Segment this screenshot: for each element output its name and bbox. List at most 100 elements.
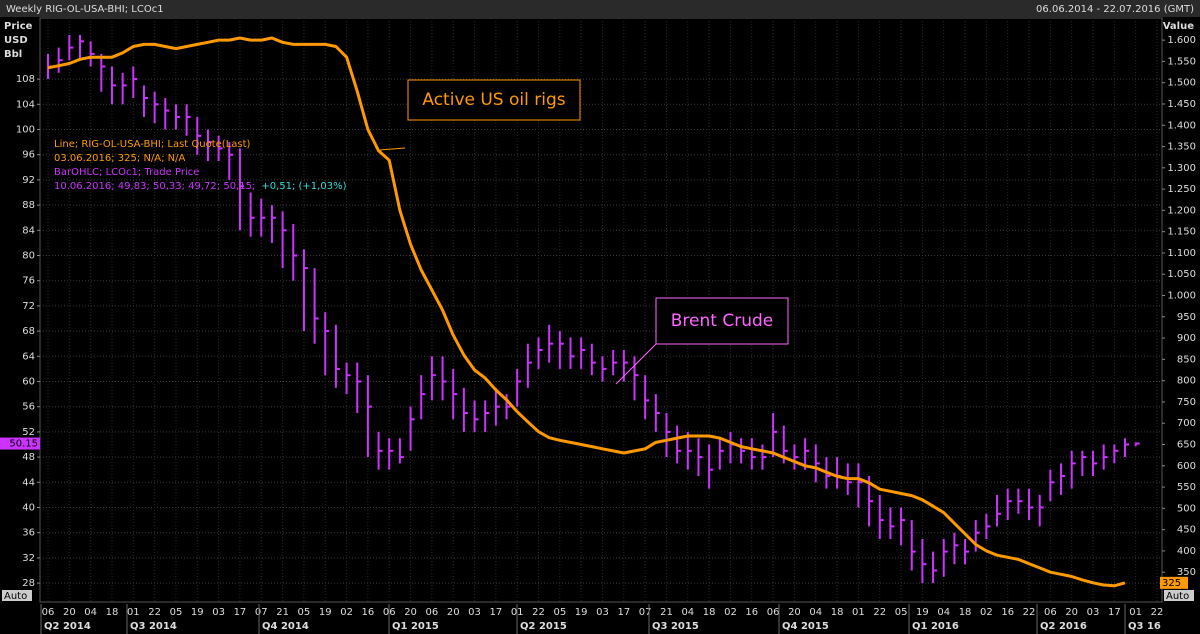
x-tick-label: 20	[1065, 607, 1078, 618]
y-tick-label: 76	[22, 276, 35, 287]
x-tick-label: 19	[191, 607, 204, 618]
annotation-text: Active US oil rigs	[422, 90, 565, 110]
x-tick-label: 02	[980, 607, 993, 618]
y2-tick-label: 1.050	[1167, 269, 1196, 280]
x-tick-label: 20	[404, 607, 417, 618]
legend-text: BarOHLC; LCOc1; Trade Price	[54, 167, 199, 178]
period-label: Q1 2015	[392, 621, 439, 632]
period-label: Q2 2014	[44, 621, 91, 632]
y2-tick-label: 950	[1177, 312, 1196, 323]
y2-tick-label: 1.550	[1167, 56, 1196, 67]
annotation-box	[655, 297, 789, 345]
y-tick-label: 108	[16, 74, 35, 85]
y2-tick-label: 1.150	[1167, 227, 1196, 238]
x-tick-label: 05	[170, 607, 183, 618]
y-tick-label: 64	[22, 351, 35, 362]
x-tick-label: 18	[703, 607, 716, 618]
y2-tick-label: 900	[1177, 333, 1196, 344]
period-label: Q3 2015	[652, 621, 699, 632]
y2-tick-label: 1.600	[1167, 35, 1196, 46]
chart-title: Weekly RIG-OL-USA-BHI; LCOc1	[6, 4, 164, 15]
scale-label: Auto	[4, 591, 27, 602]
x-tick-label: 22	[532, 607, 545, 618]
y2-tick-label: 400	[1177, 546, 1196, 557]
legend-text: 03.06.2016; 325; N/A; N/A	[54, 153, 186, 164]
y2-tick-label: 1.400	[1167, 120, 1196, 131]
y-tick-label: 48	[22, 452, 35, 463]
y-tick-label: 104	[16, 99, 35, 110]
x-tick-label: 17	[1108, 607, 1121, 618]
y-tick-label: 72	[22, 301, 35, 312]
x-tick-label: 20	[63, 607, 76, 618]
legend-text: +0,51; (+1,03%)	[261, 181, 346, 192]
y2-tick-label: 600	[1177, 461, 1196, 472]
x-tick-label: 03	[596, 607, 609, 618]
x-tick-label: 04	[84, 607, 97, 618]
plot-area	[39, 17, 1163, 603]
y-axis-label: Bbl	[4, 49, 22, 60]
scale-tag	[2, 590, 32, 601]
x-tick-label: 01	[1129, 607, 1142, 618]
y2-tick-label: 1.300	[1167, 163, 1196, 174]
x-tick-label: 18	[831, 607, 844, 618]
y2-tick-label: 1.250	[1167, 184, 1196, 195]
y2-tick-label: 1.450	[1167, 99, 1196, 110]
y2-tick-label: 1.000	[1167, 291, 1196, 302]
y2-tick-label: 650	[1177, 440, 1196, 451]
x-tick-label: 21	[660, 607, 673, 618]
y-tick-label: 96	[22, 150, 35, 161]
y-tick-label: 32	[22, 553, 35, 564]
period-label: Q4 2015	[782, 621, 829, 632]
x-tick-label: 19	[575, 607, 588, 618]
period-label: Q1 2016	[912, 621, 959, 632]
x-tick-label: 04	[937, 607, 950, 618]
x-tick-label: 02	[340, 607, 353, 618]
x-tick-label: 20	[447, 607, 460, 618]
last-value-tag	[1160, 576, 1188, 589]
annotation-text: Brent Crude	[671, 311, 773, 331]
period-label: Q3 2014	[130, 621, 177, 632]
period-label: Q2 2016	[1040, 621, 1087, 632]
x-tick-label: 06	[42, 607, 55, 618]
x-tick-label: 22	[873, 607, 886, 618]
last-value-label: 325	[1162, 578, 1181, 589]
x-tick-label: 05	[298, 607, 311, 618]
y2-tick-label: 700	[1177, 418, 1196, 429]
y2-tick-label: 1.100	[1167, 248, 1196, 259]
x-tick-label: 05	[553, 607, 566, 618]
x-tick-label: 03	[468, 607, 481, 618]
x-tick-label: 03	[1087, 607, 1100, 618]
y2-axis-label: Value	[1163, 21, 1194, 32]
y2-tick-label: 1.200	[1167, 205, 1196, 216]
y-tick-label: 52	[22, 427, 35, 438]
y-tick-label: 80	[22, 251, 35, 262]
y-tick-label: 100	[16, 125, 35, 136]
y-tick-label: 44	[22, 477, 35, 488]
scale-tag	[1164, 590, 1194, 601]
x-tick-label: 17	[489, 607, 502, 618]
x-tick-label: 18	[106, 607, 119, 618]
x-tick-label: 07	[255, 607, 268, 618]
x-tick-label: 06	[767, 607, 780, 618]
y2-tick-label: 1.350	[1167, 142, 1196, 153]
x-tick-label: 22	[1023, 607, 1036, 618]
x-tick-label: 01	[852, 607, 865, 618]
y2-tick-label: 450	[1177, 525, 1196, 536]
y2-tick-label: 750	[1177, 397, 1196, 408]
x-tick-label: 19	[319, 607, 332, 618]
rigs-line	[47, 36, 1126, 588]
x-tick-label: 04	[809, 607, 822, 618]
annotation-leader	[615, 343, 657, 385]
period-label: Q4 2014	[262, 621, 309, 632]
x-tick-label: 22	[148, 607, 161, 618]
y-tick-label: 88	[22, 200, 35, 211]
y-axis-label: USD	[4, 35, 28, 46]
y-tick-label: 60	[22, 377, 35, 388]
period-label: Q2 2015	[520, 621, 567, 632]
x-tick-label: 17	[617, 607, 630, 618]
x-tick-label: 19	[916, 607, 929, 618]
y-tick-label: 36	[22, 528, 35, 539]
y-tick-label: 40	[22, 503, 35, 514]
x-tick-label: 06	[426, 607, 439, 618]
x-tick-label: 04	[681, 607, 694, 618]
